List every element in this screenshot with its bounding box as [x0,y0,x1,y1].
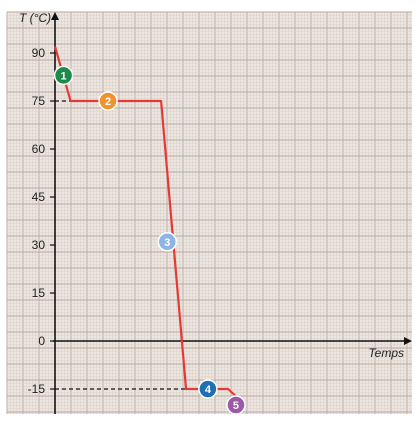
phase-marker-label: 4 [205,384,212,396]
phase-marker-label: 2 [105,96,111,108]
axes [51,12,412,414]
y-tick-label: -15 [28,382,46,396]
y-tick-label: 75 [32,94,46,108]
y-axis-label: T (°C) [19,11,51,25]
phase-marker-circle [98,91,118,111]
phase-marker-label: 5 [233,400,239,412]
temperature-curve [53,46,247,406]
y-tick-label: 30 [32,238,46,252]
x-axis-label: Temps [368,346,404,360]
phase-marker-5: 5 [226,395,246,415]
phase-marker-3: 3 [157,232,178,252]
phase-marker-circle [226,395,246,415]
phase-marker-2: 2 [98,91,118,111]
y-tick-labels: -15 0 15 30 45 60 75 90 [28,46,55,396]
reference-lines [55,100,187,390]
phase-marker-label: 3 [164,237,170,249]
phase-marker-4: 4 [198,379,218,399]
phase-marker-1: 1 [53,65,74,86]
phase-marker-label: 1 [61,70,67,82]
x-axis-arrow [404,337,412,345]
y-tick-label: 15 [32,286,46,300]
phase-marker-circle [157,232,178,252]
phase-marker-circle [198,379,218,399]
y-axis-arrow [51,12,59,20]
phase-marker-circle [53,65,74,86]
grid [6,11,412,414]
y-tick-label: 90 [32,46,46,60]
phase-markers: 1 2 3 4 5 [53,65,246,415]
y-tick-label: 45 [32,190,46,204]
y-tick-label: 0 [38,334,45,348]
y-tick-label: 60 [32,142,46,156]
